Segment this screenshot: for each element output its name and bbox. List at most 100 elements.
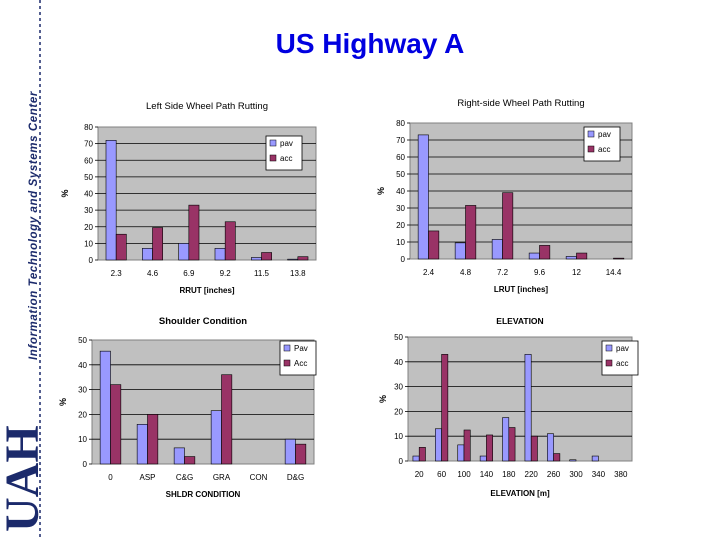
x-tick-label: 9.6 (534, 268, 546, 277)
chart-title: Right-side Wheel Path Rutting (457, 98, 584, 109)
y-tick-label: 40 (78, 361, 87, 370)
bar-pav (105, 139, 117, 261)
y-tick-label: 60 (84, 156, 93, 165)
chart-left-rutting: Left Side Wheel Path Rutting 0 10 20 30 40 50 6… (60, 101, 317, 295)
bar-pav (547, 433, 554, 462)
x-axis-label: ELEVATION [m] (490, 489, 550, 498)
bar-acc (530, 435, 538, 462)
bar-pav (214, 248, 226, 261)
x-tick-label: CON (250, 473, 268, 482)
bar-acc (115, 233, 127, 261)
y-tick-label: 30 (84, 206, 93, 215)
legend-label: Acc (294, 359, 307, 368)
y-tick-label: 40 (394, 358, 403, 367)
bar-acc (110, 384, 122, 465)
bar-pav (457, 444, 465, 462)
chart-right-rutting: Right-side Wheel Path Rutting 0 10 20 30 40 50… (376, 98, 633, 294)
bar-acc (465, 205, 477, 260)
y-tick-label: 30 (394, 383, 403, 392)
legend-swatch-acc (587, 145, 595, 153)
x-tick-label: 260 (547, 470, 561, 479)
y-tick-label: 40 (84, 190, 93, 199)
legend-swatch-acc (269, 154, 277, 162)
bar-acc (221, 374, 233, 465)
slide-title: US Highway A (275, 28, 465, 59)
bar-acc (295, 443, 307, 465)
bar-acc (261, 252, 272, 261)
legend-label: pav (598, 130, 611, 139)
bar-acc (463, 429, 471, 462)
uah-logo: UAH (0, 425, 44, 532)
bar-pav (491, 239, 503, 260)
y-tick-label: 10 (78, 435, 87, 444)
y-tick-label: 10 (84, 239, 93, 248)
y-tick-label: 70 (396, 136, 405, 145)
y-tick-label: 20 (396, 221, 405, 230)
chart-title: Shoulder Condition (159, 316, 247, 327)
x-tick-label: 60 (437, 470, 446, 479)
y-tick-label: 30 (78, 386, 87, 395)
legend-swatch-pav (587, 130, 595, 138)
x-tick-label: 4.8 (460, 268, 472, 277)
y-tick-label: 50 (78, 336, 87, 345)
chart-title: Left Side Wheel Path Rutting (146, 101, 268, 112)
y-tick-label: 80 (84, 123, 93, 132)
bar-pav (454, 242, 466, 260)
sidebar: Information Technology and Systems Cente… (0, 0, 49, 540)
chart-shoulder-condition: Shoulder Condition 0 10 20 30 40 50 0 ASP C&G GRA C… (58, 316, 317, 499)
bar-acc (539, 245, 551, 260)
x-tick-label: 6.9 (183, 269, 195, 278)
y-tick-label: 10 (394, 432, 403, 441)
bar-pav (99, 350, 111, 465)
x-tick-label: 12 (572, 268, 581, 277)
chart-title: ELEVATION (496, 316, 543, 326)
legend-swatch-pav (605, 344, 613, 352)
x-tick-label: 340 (592, 470, 606, 479)
x-tick-label: 140 (480, 470, 494, 479)
bar-pav (287, 258, 299, 261)
bar-acc (224, 221, 236, 261)
bar-pav (173, 447, 185, 465)
x-tick-label: 300 (569, 470, 583, 479)
y-axis-label: % (60, 189, 70, 197)
x-tick-label: 180 (502, 470, 516, 479)
legend-label: acc (616, 359, 628, 368)
bar-pav (479, 455, 487, 462)
x-tick-label: 220 (525, 470, 539, 479)
bar-acc (147, 414, 159, 465)
y-tick-label: 20 (84, 223, 93, 232)
bar-pav (591, 455, 599, 462)
y-tick-label: 70 (84, 140, 93, 149)
bar-pav (142, 248, 153, 261)
x-axis-label: LRUT [inches] (494, 285, 549, 294)
bar-pav (178, 243, 190, 261)
legend-label: pav (280, 139, 293, 148)
y-axis-label: % (58, 398, 68, 406)
bar-pav (251, 257, 262, 261)
y-tick-label: 0 (83, 460, 88, 469)
x-tick-label: 14.4 (606, 268, 622, 277)
bar-acc (486, 434, 493, 462)
bar-acc (428, 230, 440, 260)
x-tick-label: 4.6 (147, 269, 159, 278)
x-tick-label: ASP (139, 473, 155, 482)
x-tick-label: 380 (614, 470, 628, 479)
bar-pav (284, 438, 296, 465)
bar-acc (418, 447, 426, 462)
x-tick-label: 9.2 (220, 269, 232, 278)
bar-pav (528, 252, 540, 260)
legend-label: Pav (294, 344, 308, 353)
x-tick-label: 7.2 (497, 268, 509, 277)
bar-pav (136, 424, 148, 465)
y-tick-label: 30 (396, 204, 405, 213)
y-tick-label: 60 (396, 153, 405, 162)
bar-pav (417, 134, 429, 260)
bar-pav (412, 455, 420, 462)
bar-acc (553, 453, 561, 462)
x-tick-label: C&G (176, 473, 193, 482)
legend-swatch-acc (605, 359, 613, 367)
bar-pav (524, 354, 532, 462)
sidebar-text: Information Technology and Systems Cente… (28, 91, 40, 360)
bar-pav (565, 256, 577, 260)
y-tick-label: 50 (84, 173, 93, 182)
